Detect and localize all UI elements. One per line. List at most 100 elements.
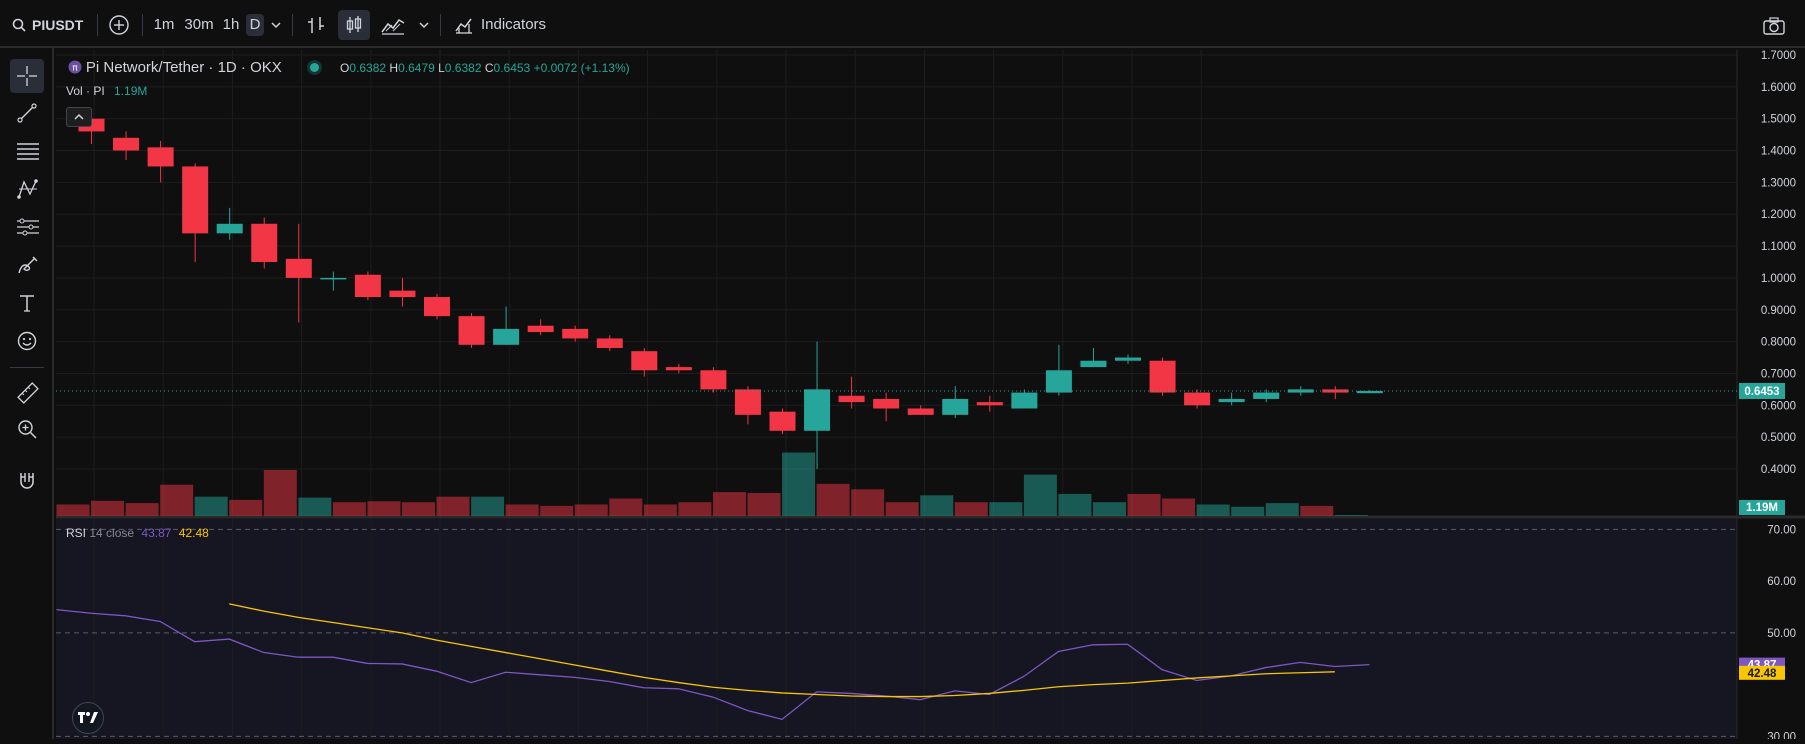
interval-1m-button[interactable]: 1m [153,16,175,33]
volume-bar[interactable] [678,502,712,516]
candle-body[interactable] [285,258,312,278]
interval-1h-button[interactable]: 1h [222,16,240,33]
candle-body[interactable] [734,389,761,415]
candle-body[interactable] [1011,392,1038,409]
volume-bar[interactable] [1127,493,1161,516]
bar-type-button[interactable] [305,14,327,36]
candle-body[interactable] [1080,360,1107,368]
interval-30m-button[interactable]: 30m [184,16,214,33]
trend-line-tool[interactable] [10,96,44,130]
candle-body[interactable] [354,274,381,298]
add-symbol-button[interactable] [108,14,130,36]
volume-bar[interactable] [643,504,677,517]
symbol-search[interactable]: PIUSDT [12,14,83,36]
candle-body[interactable] [942,398,969,415]
volume-bar[interactable] [229,499,263,516]
volume-bar[interactable] [712,492,746,516]
candle-body[interactable] [976,402,1003,406]
volume-bar[interactable] [263,470,297,516]
volume-bar[interactable] [194,496,228,516]
candle-body[interactable] [1322,389,1349,393]
interval-dropdown[interactable] [269,14,283,36]
candle-body[interactable] [665,367,692,371]
volume-bar[interactable] [436,496,470,516]
ruler-tool[interactable] [10,375,44,409]
magnet-tool[interactable] [10,464,44,498]
volume-bar[interactable] [1023,474,1057,516]
candle-body[interactable] [389,290,416,298]
volume-bar[interactable] [782,452,816,516]
volume-bar[interactable] [885,502,919,516]
volume-bar[interactable] [816,483,850,516]
candle-body[interactable] [493,328,520,345]
volume-bar[interactable] [471,496,505,516]
chart-area[interactable]: 1.7000 1.6000 1.5000 1.4000 1.3000 1.2000 1.10… [21,50,1805,744]
candle-body[interactable] [873,398,900,409]
candle-body[interactable] [1149,360,1176,393]
candle-body[interactable] [1045,370,1072,393]
volume-bar[interactable] [1265,503,1299,516]
projection-tool[interactable] [10,210,44,244]
candle-body[interactable] [1253,392,1280,399]
volume-bar[interactable] [1162,498,1196,516]
area-chart-button[interactable] [380,14,406,36]
volume-bar[interactable] [954,502,988,516]
volume-bar[interactable] [989,502,1023,516]
candle-body[interactable] [1115,357,1141,361]
candle-body[interactable] [320,277,347,280]
volume-bar[interactable] [1196,504,1230,517]
interval-d-button[interactable]: D [246,14,264,36]
chart-canvas[interactable]: 1.7000 1.6000 1.5000 1.4000 1.3000 1.2000 1.10… [21,50,1805,743]
volume-bar[interactable] [332,502,366,516]
candle-body[interactable] [147,147,174,167]
candle-body[interactable] [113,137,140,151]
rsi-line[interactable] [56,608,1370,721]
snapshot-button[interactable] [1762,16,1786,38]
volume-bar[interactable] [1093,502,1126,516]
volume-bar[interactable] [367,501,401,516]
volume-bar[interactable] [160,484,194,516]
volume-bar[interactable] [1300,505,1334,516]
volume-bar[interactable] [56,504,90,517]
candle-body[interactable] [596,338,623,348]
candle-body[interactable] [527,325,554,333]
volume-bar[interactable] [402,502,435,516]
collapse-legend-button[interactable] [66,107,92,127]
candles-button[interactable] [338,10,370,40]
fib-tool[interactable] [10,134,44,168]
candle-body[interactable] [251,223,278,262]
candle-body[interactable] [216,223,243,234]
volume-bar[interactable] [851,489,885,516]
emoji-tool[interactable] [10,324,44,358]
volume-bar[interactable] [505,504,539,517]
indicators-button[interactable]: Indicators [454,14,564,36]
candle-body[interactable] [838,395,865,403]
volume-bar[interactable] [574,504,608,517]
pattern-tool[interactable] [10,172,44,206]
candle-body[interactable] [182,166,209,234]
candle-body[interactable] [804,389,831,431]
rsi-ma-line[interactable] [229,603,1335,698]
candle-body[interactable] [458,316,485,345]
candle-body[interactable] [562,328,589,339]
candle-body[interactable] [631,351,658,371]
text-tool[interactable] [10,286,44,320]
candle-body[interactable] [700,370,727,390]
volume-bar[interactable] [540,505,574,516]
crosshair-tool[interactable] [10,59,44,93]
candle-body[interactable] [1218,398,1245,403]
zoom-tool[interactable] [10,412,44,446]
candle-body[interactable] [424,297,450,317]
volume-bar[interactable] [1334,515,1368,516]
volume-bar[interactable] [298,497,332,516]
volume-bar[interactable] [1231,506,1265,516]
brush-tool[interactable] [10,248,44,282]
volume-bar[interactable] [91,500,125,516]
chart-type-dropdown[interactable] [417,14,431,36]
volume-bar[interactable] [125,503,159,516]
volume-bar[interactable] [609,498,643,516]
candle-body[interactable] [1184,392,1211,406]
volume-bar[interactable] [747,493,781,516]
candle-body[interactable] [769,411,796,431]
volume-bar[interactable] [920,495,954,516]
